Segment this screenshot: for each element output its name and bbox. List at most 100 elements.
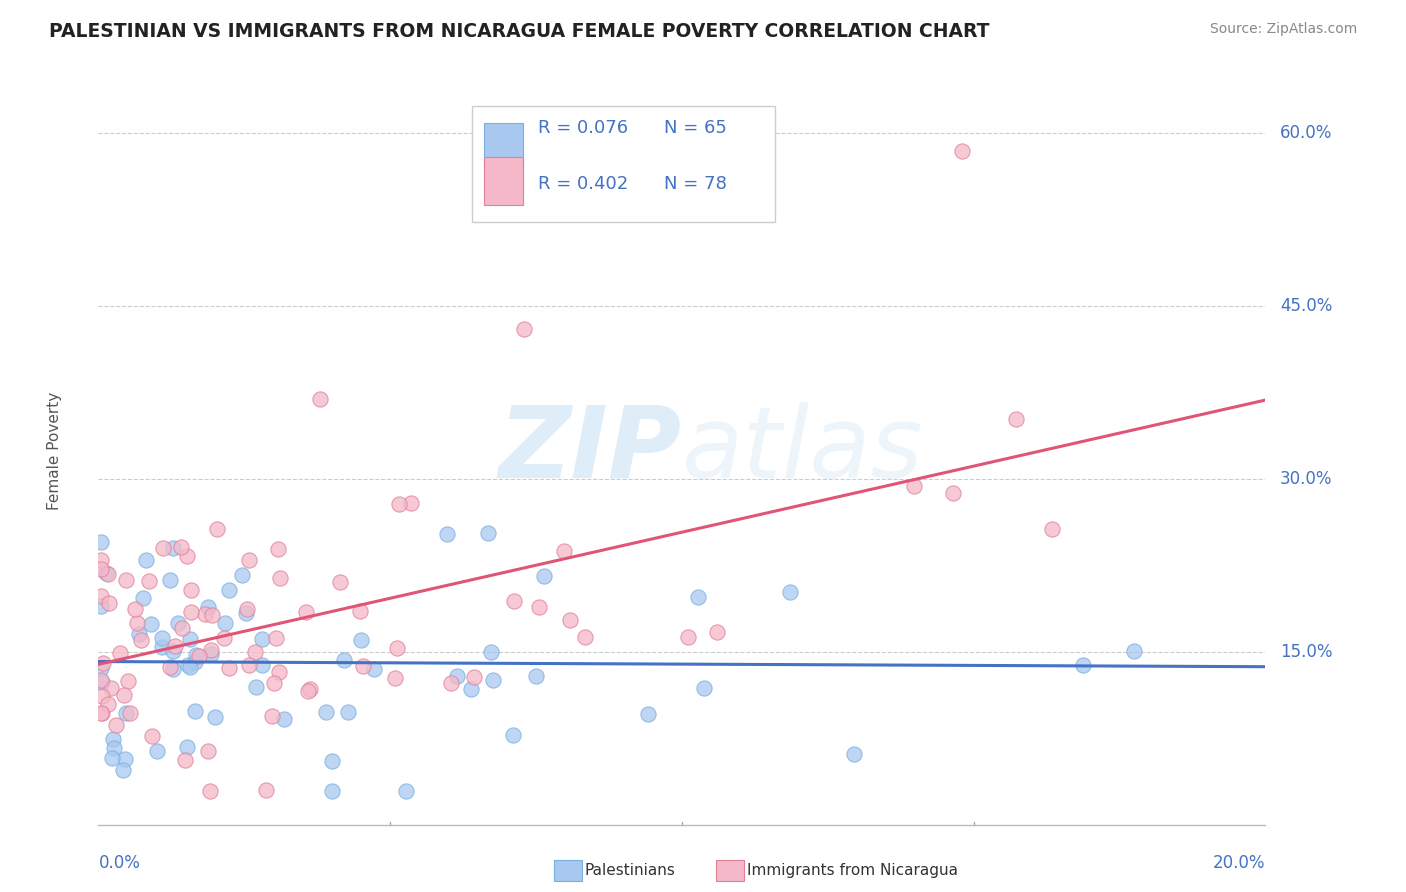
Point [165,639,187,653]
Text: PALESTINIAN VS IMMIGRANTS FROM NICARAGUA FEMALE POVERTY CORRELATION CHART: PALESTINIAN VS IMMIGRANTS FROM NICARAGUA… [49,22,990,41]
Point [231,568,253,582]
Text: R = 0.076: R = 0.076 [538,120,628,137]
Text: 45.0%: 45.0% [1279,297,1333,316]
Point [533,569,555,583]
Text: Palestinians: Palestinians [585,863,676,878]
Point [101,731,124,746]
Point [463,670,485,684]
Point [693,681,716,695]
Point [264,631,287,645]
Point [90,673,112,688]
Point [243,644,266,658]
Point [103,740,125,755]
Point [252,632,274,646]
Point [184,704,207,718]
Text: ZIP: ZIP [499,402,682,499]
Point [98,596,121,610]
Point [150,640,173,654]
Point [844,747,866,761]
Point [205,522,228,536]
Point [349,604,371,618]
Point [637,706,659,721]
Point [388,497,411,511]
Text: 15.0%: 15.0% [1279,643,1333,661]
Text: 60.0%: 60.0% [1279,125,1333,143]
Point [90,706,112,720]
Point [336,705,359,719]
Point [446,669,468,683]
Point [1040,522,1063,536]
Point [238,553,260,567]
Point [97,697,120,711]
Point [174,753,197,767]
Point [180,605,202,619]
Point [105,717,128,731]
Point [177,658,200,673]
Point [138,574,160,589]
Point [321,783,343,797]
Point [125,615,148,630]
Point [460,681,482,696]
Point [112,764,135,778]
Point [436,527,458,541]
Point [90,562,112,576]
FancyBboxPatch shape [472,106,775,222]
Point [135,553,157,567]
Point [212,631,235,645]
Point [252,657,274,672]
Point [146,743,169,757]
Point [90,553,112,567]
Point [352,659,374,673]
Point [267,541,290,556]
Point [942,485,965,500]
Point [479,645,502,659]
Point [159,660,181,674]
Point [363,662,385,676]
Text: atlas: atlas [682,402,924,499]
Point [384,671,406,685]
Point [245,680,267,694]
Point [91,675,114,690]
Point [100,681,122,696]
Point [114,752,136,766]
Point [315,705,337,719]
Point [180,582,202,597]
Point [166,616,188,631]
Point [90,589,112,603]
Point [218,661,240,675]
FancyBboxPatch shape [484,123,523,171]
Text: 20.0%: 20.0% [1213,854,1265,871]
Point [903,479,925,493]
Point [273,712,295,726]
Text: 0.0%: 0.0% [98,854,141,871]
Point [235,602,257,616]
Point [112,688,135,702]
Point [90,690,112,704]
Text: Source: ZipAtlas.com: Source: ZipAtlas.com [1209,22,1357,37]
Point [1005,412,1028,426]
Point [141,730,163,744]
Point [162,643,184,657]
Point [200,647,222,661]
Point [197,600,219,615]
Point [131,591,153,605]
Point [90,660,112,674]
Point [91,706,114,721]
Point [262,709,284,723]
Point [387,641,409,656]
Point [502,728,524,742]
Point [298,682,321,697]
Point [129,633,152,648]
Point [401,496,423,510]
Point [117,674,139,689]
Text: R = 0.402: R = 0.402 [538,176,628,194]
Point [200,643,222,657]
Text: N = 78: N = 78 [665,176,727,194]
Point [197,744,219,758]
Point [254,783,277,797]
Point [204,710,226,724]
Point [267,665,290,679]
FancyBboxPatch shape [484,157,523,204]
Point [188,649,211,664]
Point [477,525,499,540]
